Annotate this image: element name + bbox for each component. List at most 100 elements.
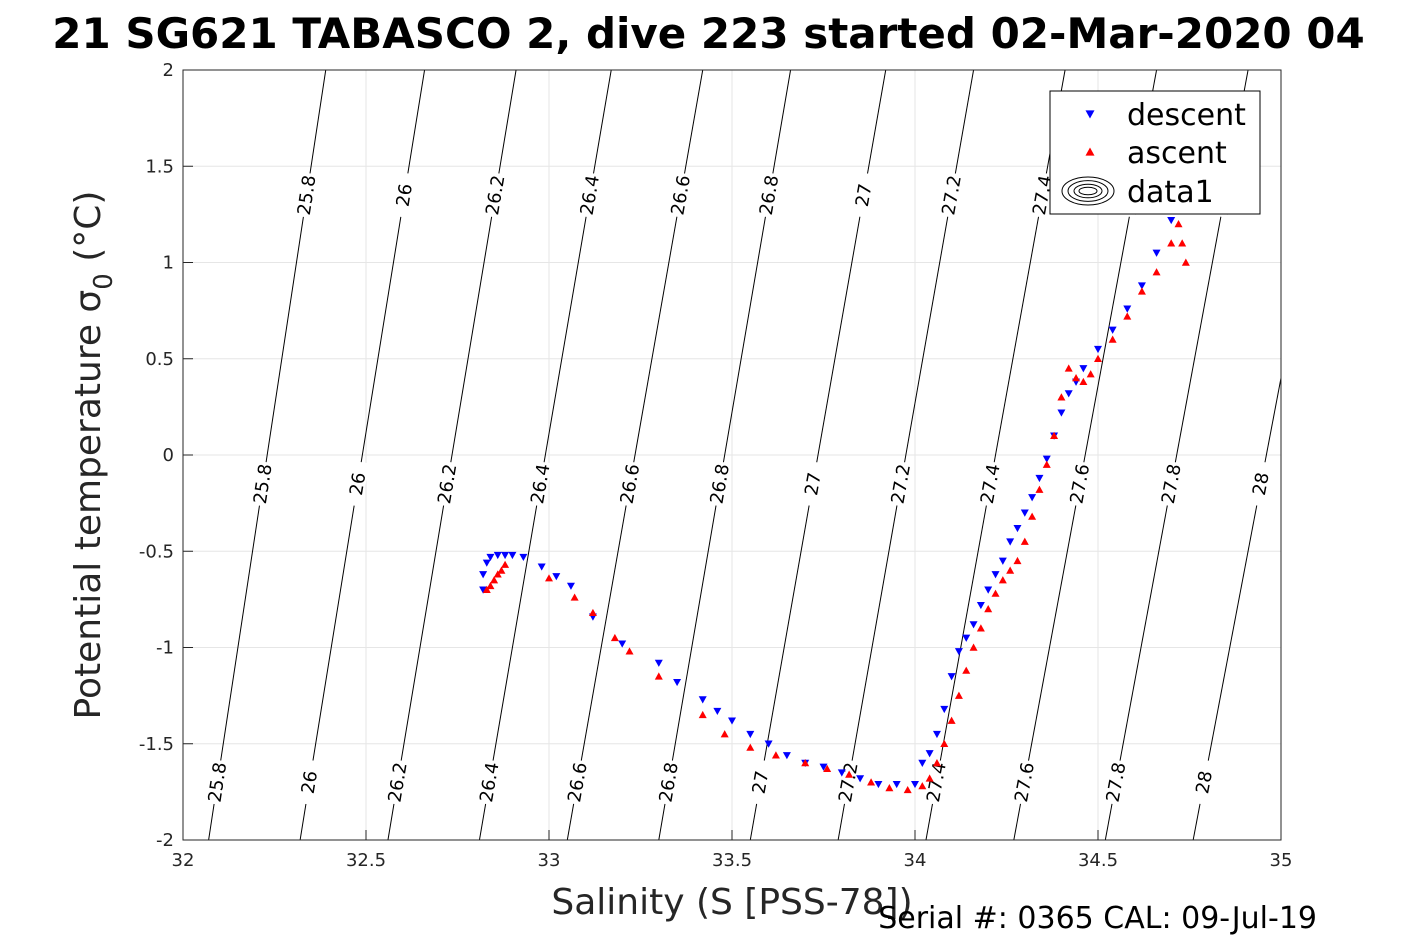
ascent-point xyxy=(1028,512,1037,520)
ascent-point xyxy=(1167,239,1176,247)
ascent-point xyxy=(497,566,506,574)
ascent-point xyxy=(823,764,832,772)
descent-point xyxy=(954,648,963,656)
ascent-point xyxy=(610,633,619,642)
contour-label-bg xyxy=(669,172,693,219)
descent-point xyxy=(932,730,941,739)
contour-label-bg xyxy=(1192,759,1217,806)
contour-label-bg xyxy=(939,172,964,219)
ascent-point xyxy=(486,581,495,590)
contour-label-bg xyxy=(924,759,949,806)
axis-ticks: 32 32.5 33 33.5 34 34.5 35 -2 -1.5 -1 -0.5 0 0.5 1 1.5… xyxy=(139,60,1293,871)
descent-point xyxy=(998,557,1007,565)
contour-label: 26.4 xyxy=(527,462,554,505)
contour-label: 26 xyxy=(393,182,417,208)
ascent-point xyxy=(1181,258,1190,266)
descent-point xyxy=(493,551,502,560)
ascent-point xyxy=(698,710,707,719)
descent-point xyxy=(1064,390,1073,398)
contour-line xyxy=(1192,375,1281,840)
contour-label-bg xyxy=(346,460,370,507)
contour-label-bg xyxy=(708,460,732,507)
ascent-point xyxy=(947,716,956,724)
descent-point xyxy=(837,769,846,777)
legend-box xyxy=(1049,90,1261,215)
contour-label: 27.2 xyxy=(835,761,863,804)
ascent-point xyxy=(1020,537,1029,545)
ascent-point xyxy=(545,574,553,582)
contour-label: 28 xyxy=(1192,769,1217,795)
descent-point xyxy=(1006,538,1015,546)
contour-label: 26 xyxy=(298,769,322,795)
ascent-point xyxy=(969,643,978,651)
serial-cal-text: Serial #: 0365 CAL: 09-Jul-19 xyxy=(878,901,1317,936)
ascent-series xyxy=(482,220,1190,794)
descent-point xyxy=(1057,409,1066,417)
contour-label: 27 xyxy=(852,182,877,208)
descent-point xyxy=(552,573,561,581)
ascent-point xyxy=(1035,485,1044,493)
ascent-point xyxy=(490,576,499,584)
descent-point xyxy=(1152,249,1161,257)
chart-title: 21 SG621 TABASCO 2, dive 223 started 02-… xyxy=(52,9,1365,58)
descent-point xyxy=(1013,524,1022,533)
ascent-point xyxy=(1174,220,1183,228)
y-tick-label: 1 xyxy=(163,253,174,274)
ascent-point xyxy=(570,593,579,601)
contour-label: 26 xyxy=(346,471,370,497)
y-tick-label: -1 xyxy=(156,638,174,659)
contour-label-bg xyxy=(657,759,681,806)
contour-label: 25.8 xyxy=(294,174,321,217)
contour-label: 26.4 xyxy=(577,174,604,217)
ascent-point xyxy=(654,672,663,680)
descent-point xyxy=(764,740,773,748)
descent-point xyxy=(962,634,971,642)
contour-label-bg xyxy=(565,759,590,806)
ascent-point xyxy=(1013,556,1022,565)
contour-label-bg xyxy=(757,172,781,219)
contour-label: 26.6 xyxy=(617,462,645,505)
ascent-point xyxy=(885,784,894,792)
ascent-point xyxy=(1050,431,1059,439)
legend-label: descent xyxy=(1127,98,1246,133)
contour-label-bg xyxy=(435,460,459,507)
descent-point xyxy=(918,759,927,767)
descent-point xyxy=(1123,305,1132,313)
contour-label: 26.4 xyxy=(476,761,503,804)
contour-legend-marker xyxy=(1061,176,1115,206)
descent-point xyxy=(654,659,663,667)
x-tick-label: 32 xyxy=(172,850,195,871)
descent-point xyxy=(519,553,528,562)
ascent-point xyxy=(1137,287,1146,295)
contour-label-bg xyxy=(889,460,913,507)
descent-point xyxy=(976,601,985,610)
descent-point xyxy=(713,707,722,716)
x-tick-label: 35 xyxy=(1270,850,1293,871)
contour-label-bg xyxy=(852,172,876,219)
contour-legend-marker xyxy=(1078,186,1098,196)
ascent-point xyxy=(918,782,927,790)
contour-label-bg xyxy=(392,172,416,219)
y-axis-label: Potential temperature σ0 (°C) xyxy=(68,191,119,720)
contour-label: 26.8 xyxy=(707,462,734,505)
descent-point xyxy=(819,763,828,771)
descent-point xyxy=(892,780,901,789)
ascent-point xyxy=(588,608,597,617)
ascent-point xyxy=(867,778,876,786)
contour-label-bg xyxy=(251,460,275,507)
descent-point xyxy=(508,551,517,560)
ascent-point xyxy=(940,739,949,747)
x-tick-label: 33 xyxy=(538,850,561,871)
contour-legend-marker xyxy=(1067,180,1109,202)
contour-label: 27.6 xyxy=(1066,462,1094,505)
x-tick-label: 34.5 xyxy=(1078,850,1118,871)
descent-point xyxy=(782,752,791,760)
descent-point xyxy=(1108,326,1117,334)
descent-point xyxy=(486,553,495,562)
descent-point xyxy=(479,571,488,579)
descent-point xyxy=(1167,216,1176,225)
ascent-point xyxy=(1108,335,1117,343)
descent-point xyxy=(537,563,546,571)
ascent-point xyxy=(976,624,985,632)
legend-label: ascent xyxy=(1127,136,1227,171)
